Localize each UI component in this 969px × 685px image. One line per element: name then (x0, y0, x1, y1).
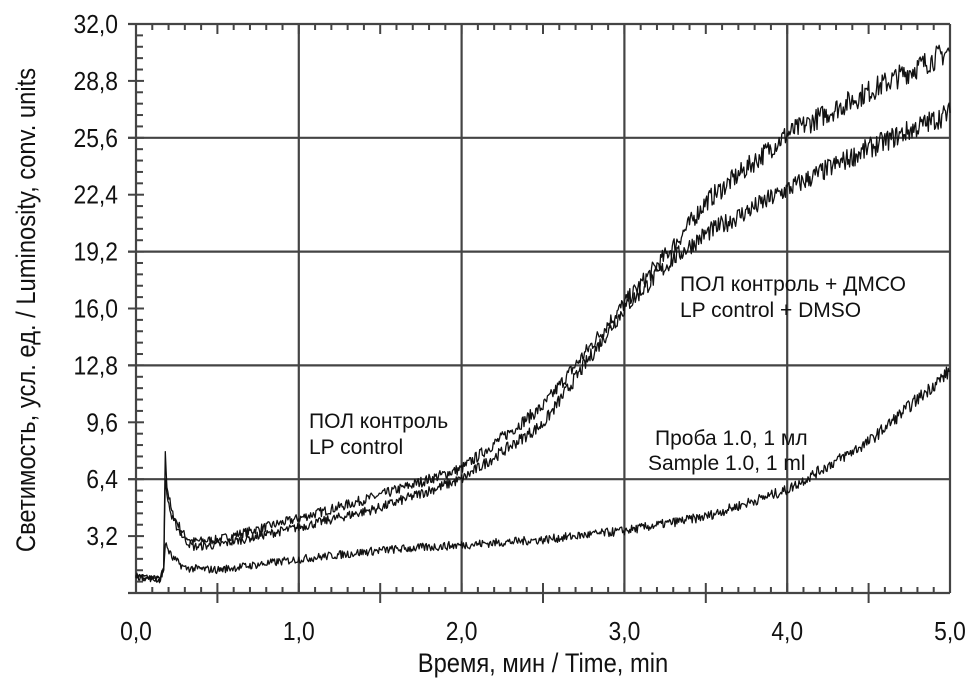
y-tick-label: 22,4 (74, 181, 118, 210)
annotation-control-en: LP control (309, 436, 403, 459)
y-tick-label: 19,2 (74, 238, 118, 267)
x-tick-labels: 0,0 1,0 2,0 3,0 4,0 5,0 (120, 618, 966, 647)
annotation-sample: Проба 1.0, 1 мл Sample 1.0, 1 ml (648, 427, 808, 475)
annotation-dmso-en: LP control + DMSO (680, 299, 861, 322)
x-tick-label: 2,0 (446, 618, 478, 647)
annotation-control: ПОЛ контроль LP control (309, 410, 448, 459)
x-tick-label: 1,0 (283, 618, 315, 647)
annotation-control-ru: ПОЛ контроль (309, 410, 448, 433)
x-tick-label: 0,0 (120, 618, 152, 647)
annotation-sample-ru: Проба 1.0, 1 мл (655, 427, 808, 450)
annotation-dmso-ru: ПОЛ контроль + ДМСО (680, 273, 906, 296)
x-tick-label: 5,0 (934, 618, 966, 647)
grid (128, 22, 952, 595)
y-tick-label: 12,8 (74, 352, 118, 381)
x-tick-label: 3,0 (609, 618, 641, 647)
series-line-sample-1-0-1-ml (135, 366, 951, 582)
series-line-lp-control-dmso (135, 44, 951, 581)
y-axis-label: Светимость, усл. ед. / Luminosity, conv.… (12, 68, 42, 552)
series-line-lp-control (135, 102, 951, 584)
annotation-sample-en: Sample 1.0, 1 ml (648, 452, 806, 475)
y-tick-label: 28,8 (74, 68, 118, 97)
series-lines (135, 44, 951, 584)
x-tick-label: 4,0 (771, 618, 803, 647)
x-axis-label: Время, мин / Time, min (418, 649, 669, 679)
y-tick-label: 32,0 (74, 11, 118, 40)
annotation-dmso: ПОЛ контроль + ДМСО LP control + DMSO (680, 273, 906, 322)
y-tick-label: 9,6 (86, 409, 118, 438)
y-tick-label: 3,2 (86, 523, 118, 552)
axis-ticks (128, 24, 935, 603)
y-tick-label: 6,4 (86, 466, 118, 495)
y-tick-label: 25,6 (74, 125, 118, 154)
y-tick-label: 16,0 (74, 295, 118, 324)
y-tick-labels: 3,2 6,4 9,6 12,8 16,0 19,2 22,4 25,6 28,8 32,0 (74, 11, 118, 552)
